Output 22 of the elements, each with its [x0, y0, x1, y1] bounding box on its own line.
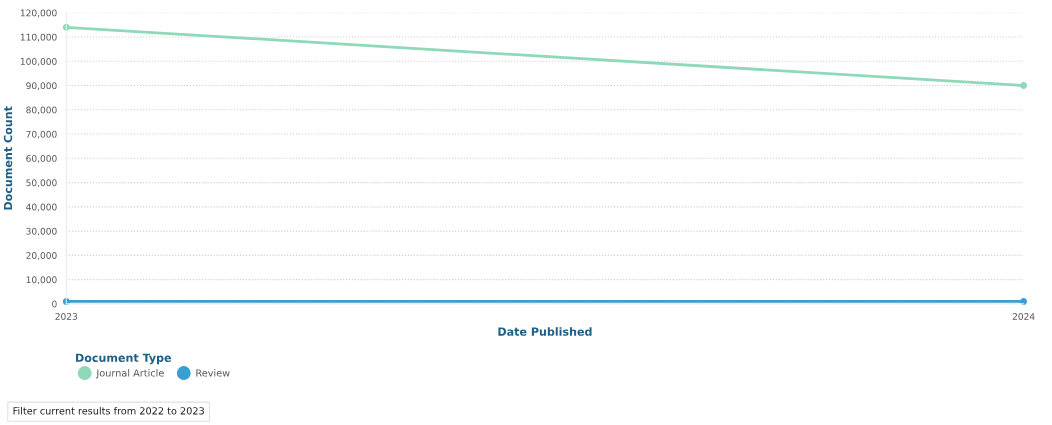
y-tick-label: 80,000 — [26, 106, 57, 115]
y-tick-label: 60,000 — [26, 155, 57, 163]
y-tick-label: 100,000 — [20, 58, 57, 66]
x-axis-title: Date Published — [498, 327, 592, 336]
y-tick-label: 90,000 — [26, 82, 57, 91]
legend-label: Review — [196, 369, 230, 377]
y-tick-label: 10,000 — [26, 276, 57, 285]
y-tick-label: 120,000 — [20, 9, 57, 18]
point — [1020, 82, 1028, 89]
y-tick-label: 20,000 — [26, 252, 57, 260]
legend-label: Journal Article — [95, 369, 164, 379]
y-axis-title: Document Count — [3, 106, 13, 210]
y-tick-label: 70,000 — [26, 130, 57, 139]
legend-title: Document Type — [76, 353, 172, 365]
y-tick-label: 30,000 — [26, 227, 57, 236]
x-tick-label: 2023 — [55, 313, 78, 320]
x-tick-label: 2024 — [1012, 313, 1035, 320]
y-tick-label: 40,000 — [26, 203, 57, 212]
y-tick-label: 110,000 — [20, 33, 57, 42]
text: Filter current results from 2022 to 2023 — [13, 406, 204, 415]
y-tick-label: 50,000 — [26, 179, 57, 188]
y-tick-label: 0 — [52, 300, 57, 308]
